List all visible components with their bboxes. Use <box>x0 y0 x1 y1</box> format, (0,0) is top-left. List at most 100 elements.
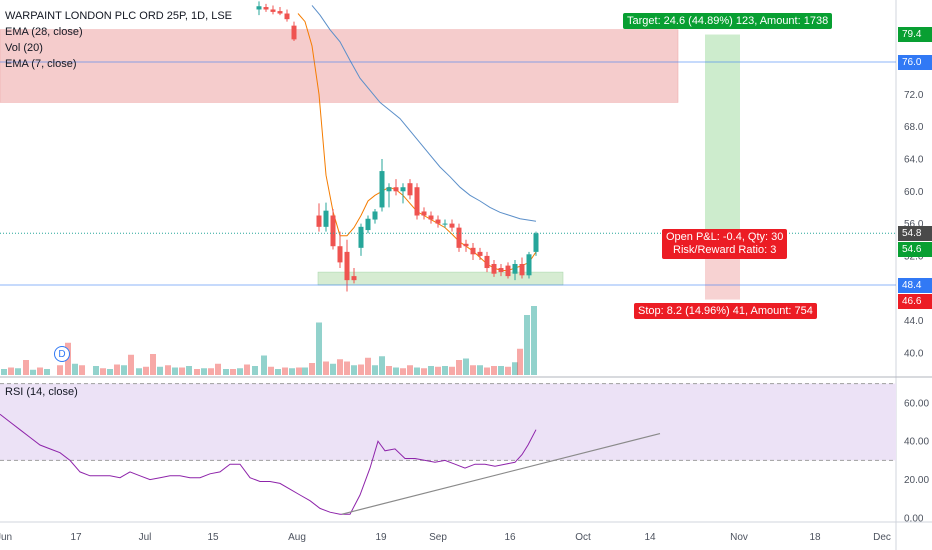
volume-bar <box>282 367 288 375</box>
time-tick: 14 <box>644 532 656 543</box>
volume-bar <box>194 369 200 375</box>
target-label[interactable]: Target: 24.6 (44.89%) 123, Amount: 1738 <box>623 13 833 29</box>
candle-body <box>386 187 392 192</box>
volume-bar <box>237 368 243 375</box>
candle-body <box>365 218 371 231</box>
time-tick: Dec <box>873 532 891 543</box>
candle-body <box>435 219 441 224</box>
rsi-tick: 0.00 <box>904 514 924 525</box>
volume-bar <box>275 369 281 375</box>
candle-body <box>291 25 297 40</box>
resistance-zone <box>0 29 679 103</box>
volume-bar <box>524 315 530 375</box>
candles <box>256 1 539 292</box>
volume-bar <box>435 366 441 375</box>
volume-bar <box>136 368 142 375</box>
volume-bar <box>491 366 497 375</box>
candle-body <box>263 7 269 10</box>
candle-body <box>498 268 504 273</box>
volume-bar <box>128 354 134 375</box>
volume-bar <box>57 365 63 375</box>
candle-body <box>533 233 539 252</box>
volume-bar <box>463 358 469 375</box>
price-tag: 46.6 <box>898 293 932 309</box>
candle-body <box>456 227 462 248</box>
volume-bar <box>302 367 308 375</box>
candle-body <box>491 263 497 274</box>
zones <box>0 29 740 300</box>
volume-bar <box>15 368 21 375</box>
rsi-tick: 20.00 <box>904 475 929 486</box>
rsi-tick: 60.00 <box>904 398 929 409</box>
volume-bar <box>477 365 483 375</box>
volume-bar <box>72 363 78 375</box>
rsi-line <box>0 413 537 515</box>
candle-body <box>407 183 413 196</box>
target-zone <box>705 34 740 234</box>
chart-legend: WARPAINT LONDON PLC ORD 25P, 1D, LSE EMA… <box>5 8 232 72</box>
symbol-title: WARPAINT LONDON PLC ORD 25P, 1D, LSE <box>5 10 232 22</box>
candle-body <box>421 211 427 216</box>
volume-bar <box>208 368 214 375</box>
price-tick: 52.0 <box>904 251 924 262</box>
volume-bar <box>442 366 448 375</box>
ema7-legend: EMA (7, close) <box>5 58 77 70</box>
price-tick: 64.0 <box>904 154 924 165</box>
volume-bar <box>498 366 504 375</box>
dividend-badge[interactable]: D <box>54 346 70 362</box>
vol-legend: Vol (20) <box>5 42 43 54</box>
volume-bar <box>268 366 274 375</box>
price-tag: 76.0 <box>898 54 932 70</box>
price-tag: 54.6 <box>898 241 932 257</box>
candle-body <box>351 276 357 281</box>
volume-bar <box>201 368 207 375</box>
ema28-legend: EMA (28, close) <box>5 26 83 38</box>
rsi-trendline <box>341 432 661 515</box>
time-tick: 15 <box>207 532 219 543</box>
volume-bar <box>421 368 427 375</box>
candle-body <box>372 211 378 220</box>
volume-bar <box>261 355 267 375</box>
candle-body <box>477 251 483 256</box>
ema28-line <box>311 5 537 222</box>
volume-bar <box>309 363 315 375</box>
horizontal-lines <box>0 61 896 286</box>
volume-bar <box>449 366 455 375</box>
time-tick: 17 <box>70 532 82 543</box>
volume-bar <box>400 368 406 375</box>
pnl-label[interactable]: Open P&L: -0.4, Qty: 30 Risk/Reward Rati… <box>662 229 788 259</box>
volume-bar <box>531 306 537 375</box>
candle-body <box>323 210 329 227</box>
volume-bar <box>344 361 350 375</box>
volume-bar <box>289 368 295 375</box>
price-tick: 40.0 <box>904 348 924 359</box>
volume-bar <box>512 362 518 375</box>
volume-bar <box>8 367 14 375</box>
volume-bar <box>470 365 476 375</box>
volume-bar <box>316 322 322 375</box>
volume-bar <box>107 369 113 375</box>
candle-body <box>449 223 455 228</box>
price-tick: 72.0 <box>904 90 924 101</box>
volume-bar <box>165 365 171 375</box>
volume-bar <box>244 364 250 375</box>
price-tick: 68.0 <box>904 122 924 133</box>
volume-bar <box>330 363 336 375</box>
candle-body <box>463 243 469 247</box>
volume-bar <box>79 365 85 375</box>
candle-body <box>393 187 399 192</box>
candle-body <box>505 265 511 277</box>
volume-bar <box>215 363 221 375</box>
volume-bar <box>1 369 7 375</box>
price-tag: 79.4 <box>898 27 932 43</box>
volume-bar <box>150 354 156 375</box>
volume-bar <box>456 360 462 375</box>
candle-body <box>442 223 448 225</box>
stop-label[interactable]: Stop: 8.2 (14.96%) 41, Amount: 754 <box>634 303 817 319</box>
risk-reward-line: Risk/Reward Ratio: 3 <box>673 244 777 256</box>
volume-bar <box>296 367 302 375</box>
time-tick: Oct <box>575 532 591 543</box>
volume-bar <box>351 365 357 375</box>
volume-bar <box>23 360 29 375</box>
